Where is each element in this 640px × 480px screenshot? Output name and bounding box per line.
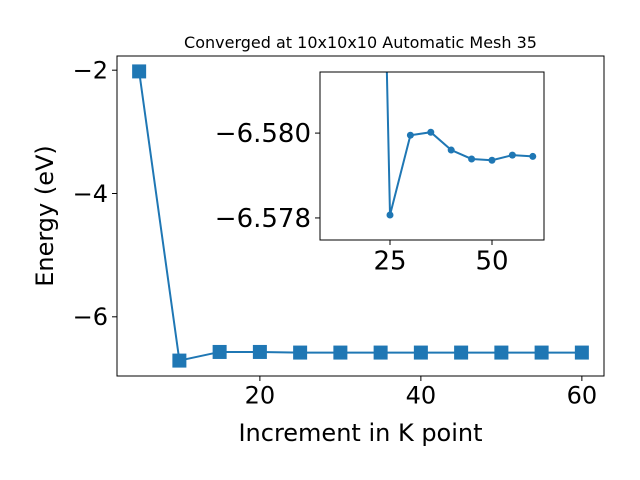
marker xyxy=(468,155,476,163)
marker xyxy=(488,156,496,164)
frame xyxy=(319,71,545,241)
marker xyxy=(386,211,394,219)
marker xyxy=(574,345,589,360)
marker xyxy=(252,344,267,359)
marker xyxy=(447,146,455,154)
frame xyxy=(116,55,605,377)
y-tick-label: −6.578 xyxy=(215,204,311,234)
marker xyxy=(373,345,388,360)
y-axis-label: Energy (eV) xyxy=(31,145,59,287)
x-tick-label: 50 xyxy=(475,246,508,276)
marker xyxy=(494,345,509,360)
x-tick-label: 25 xyxy=(373,246,406,276)
marker xyxy=(132,64,147,79)
marker xyxy=(406,131,414,139)
marker xyxy=(293,345,308,360)
marker xyxy=(333,345,348,360)
marker xyxy=(534,345,549,360)
marker xyxy=(508,151,516,159)
marker xyxy=(427,128,435,136)
y-tick-label: −2 xyxy=(73,57,108,85)
marker xyxy=(172,353,187,368)
marker xyxy=(529,152,537,160)
y-tick-label: −6.580 xyxy=(215,119,311,149)
x-tick-label: 60 xyxy=(567,382,598,410)
x-tick-label: 40 xyxy=(406,382,437,410)
y-tick-label: −6 xyxy=(73,303,108,331)
x-tick-label: 20 xyxy=(245,382,276,410)
marker xyxy=(454,345,469,360)
plot xyxy=(132,64,589,368)
y-tick-label: −4 xyxy=(73,180,108,208)
plot xyxy=(385,72,537,219)
x-axis-label: Increment in K point xyxy=(238,419,482,447)
chart-title: Converged at 10x10x10 Automatic Mesh 35 xyxy=(184,33,537,52)
marker xyxy=(212,344,227,359)
marker xyxy=(413,345,428,360)
